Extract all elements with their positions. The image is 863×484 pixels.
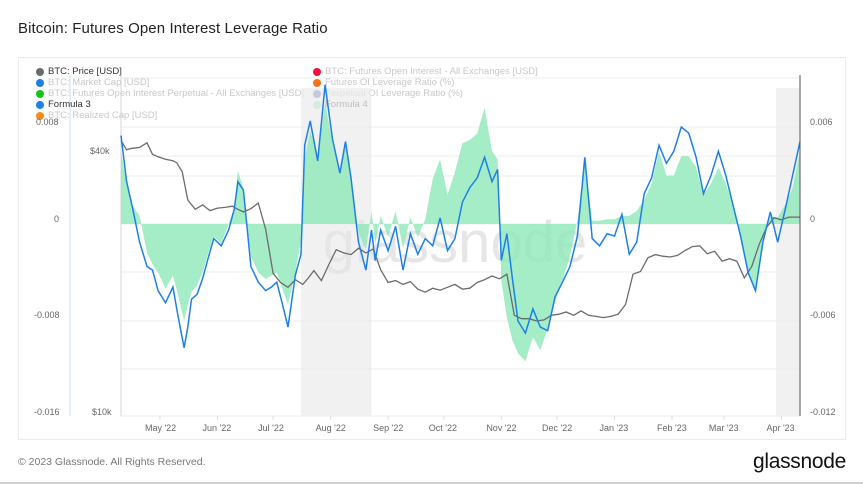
x-axis-tick: May '22: [144, 423, 177, 433]
legend-dot-icon: [36, 67, 44, 76]
price-axis-tick: $10k: [92, 407, 112, 417]
legend-left: BTC: Price [USD] BTC: Market Cap [USD] B…: [36, 66, 304, 121]
legend-item-realized-cap[interactable]: BTC: Realized Cap [USD]: [36, 110, 304, 121]
legend-item-oi-all[interactable]: BTC: Futures Open Interest - All Exchang…: [313, 66, 538, 77]
copyright-text: © 2023 Glassnode. All Rights Reserved.: [18, 456, 206, 468]
legend-label: BTC: Market Cap [USD]: [48, 77, 150, 88]
legend-label: Formula 3: [48, 99, 91, 110]
legend-label: BTC: Price [USD]: [48, 66, 122, 77]
right-axis-tick: -0.006: [810, 310, 836, 320]
legend-item-futures-oi-leverage[interactable]: Futures OI Leverage Ratio (%): [313, 77, 538, 88]
x-axis-tick: Dec '22: [541, 423, 573, 433]
x-axis-tick: Apr '23: [766, 423, 795, 433]
legend-dot-icon: [36, 100, 44, 109]
legend-item-market-cap[interactable]: BTC: Market Cap [USD]: [36, 77, 304, 88]
x-axis-tick: Nov '22: [486, 423, 517, 433]
chart-frame: [18, 57, 846, 440]
brand-logo: glassnode: [752, 450, 846, 473]
legend-dot-icon: [313, 67, 321, 76]
legend-label: BTC: Realized Cap [USD]: [48, 110, 158, 121]
right-axis-tick: 0: [810, 214, 816, 224]
left-axis-tick: -0.008: [34, 310, 60, 320]
legend-dot-icon: [36, 78, 44, 87]
left-axis-tick: 0: [54, 214, 60, 224]
legend-label: BTC: Futures Open Interest Perpetual - A…: [48, 88, 305, 99]
right-axis-tick: -0.012: [810, 407, 836, 417]
x-axis-tick: Feb '23: [656, 423, 687, 433]
legend-dot-icon: [36, 89, 44, 98]
x-axis-tick: Jun '22: [202, 423, 232, 433]
legend-item-price[interactable]: BTC: Price [USD]: [36, 66, 304, 77]
left-axis-tick: -0.016: [34, 407, 60, 417]
legend-label: Perpetual OI Leverage Ratio (%): [325, 88, 463, 99]
legend-dot-icon: [313, 78, 321, 87]
page-title: Bitcoin: Futures Open Interest Leverage …: [18, 20, 328, 37]
shaded-range: [775, 88, 800, 416]
legend-dot-icon: [36, 111, 44, 120]
legend-label: Futures OI Leverage Ratio (%): [325, 77, 455, 88]
x-axis-tick: Sep '22: [373, 423, 404, 433]
legend-item-oi-perpetual[interactable]: BTC: Futures Open Interest Perpetual - A…: [36, 88, 304, 99]
price-line: [120, 140, 800, 322]
x-axis-tick: Jul '22: [258, 423, 284, 433]
formula3-line: [120, 84, 801, 348]
legend-label: BTC: Futures Open Interest - All Exchang…: [325, 66, 538, 77]
legend-item-formula-3[interactable]: Formula 3: [36, 99, 304, 110]
x-axis-tick: Oct '22: [428, 423, 458, 433]
divider: [0, 482, 863, 484]
left-axis-tick: 0.008: [36, 117, 59, 127]
formula4-area: [121, 102, 800, 362]
right-axis-tick: 0.006: [810, 117, 833, 127]
x-axis-tick: Mar '23: [708, 423, 739, 433]
x-axis-tick: Jan '23: [599, 423, 629, 433]
price-axis-tick: $40k: [90, 146, 110, 156]
x-axis-tick: Aug '22: [315, 423, 346, 433]
